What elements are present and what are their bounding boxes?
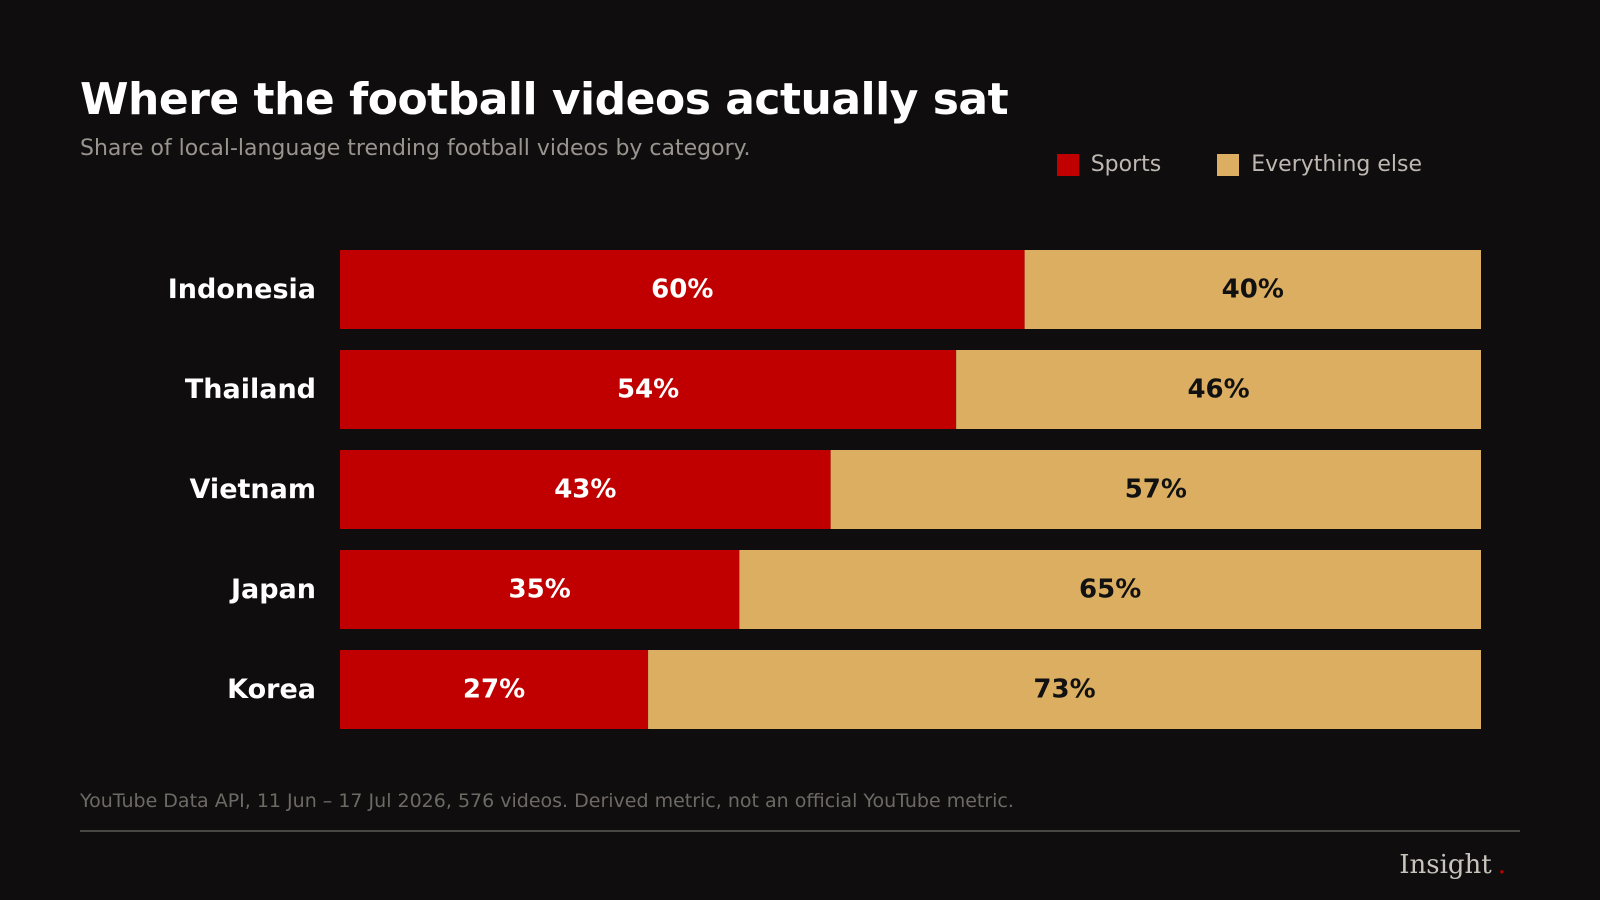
bar-indonesia-sports [340, 250, 1025, 329]
value-label-vietnam-sports: 43% [554, 475, 616, 505]
bar-korea-sports [340, 650, 649, 729]
category-label-indonesia: Indonesia [168, 274, 316, 305]
brand-logo: Insight . [1399, 848, 1506, 882]
bar-thailand-sports [340, 350, 957, 429]
footer-divider [80, 830, 1520, 832]
bar-vietnam-sports [340, 450, 831, 529]
brand-dot: . [1497, 850, 1506, 880]
legend-swatch-sports [1056, 154, 1079, 176]
chart-legend: Sports Everything else [1056, 150, 1422, 180]
legend-label-everything-else: Everything else [1251, 152, 1422, 177]
category-label-japan: Japan [229, 574, 316, 605]
value-label-indonesia-sports: 60% [651, 275, 713, 305]
legend-item-everything-else: Everything else [1217, 150, 1422, 180]
category-label-vietnam: Vietnam [190, 474, 316, 505]
bar-thailand-everything-else [956, 350, 1481, 429]
value-label-korea-everything-else: 73% [1033, 675, 1095, 705]
value-label-japan-sports: 35% [509, 575, 571, 605]
value-label-korea-sports: 27% [463, 675, 525, 705]
legend-item-sports: Sports [1056, 150, 1162, 180]
value-label-indonesia-everything-else: 40% [1222, 275, 1284, 305]
chart-title: Where the football videos actually sat [80, 74, 1009, 125]
chart-subtitle: Share of local-language trending footbal… [80, 136, 751, 161]
category-label-thailand: Thailand [185, 374, 316, 405]
value-label-vietnam-everything-else: 57% [1125, 475, 1187, 505]
source-note: YouTube Data API, 11 Jun – 17 Jul 2026, … [80, 790, 1014, 812]
value-label-japan-everything-else: 65% [1079, 575, 1141, 605]
value-label-thailand-everything-else: 46% [1187, 375, 1249, 405]
bar-korea-everything-else [648, 650, 1481, 729]
legend-swatch-everything-else [1217, 154, 1240, 176]
bar-indonesia-everything-else [1024, 250, 1481, 329]
value-label-thailand-sports: 54% [617, 375, 679, 405]
bar-vietnam-everything-else [830, 450, 1481, 529]
legend-label-sports: Sports [1090, 152, 1162, 177]
bar-japan-everything-else [739, 550, 1481, 629]
brand-name: Insight [1399, 850, 1492, 880]
category-label-korea: Korea [227, 674, 316, 705]
bar-japan-sports [340, 550, 740, 629]
